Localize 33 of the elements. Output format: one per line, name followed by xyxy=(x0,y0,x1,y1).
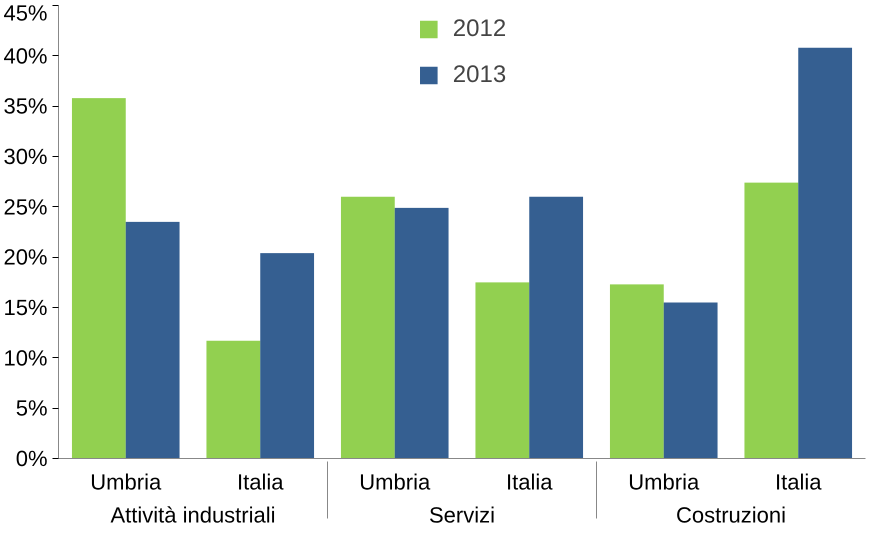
bar xyxy=(340,196,395,458)
y-tick-label: 5% xyxy=(16,396,48,421)
y-tick-label: 30% xyxy=(3,144,48,169)
y-tick-label: 25% xyxy=(3,194,48,220)
x-tick-label: Italia xyxy=(237,470,284,494)
y-tick-label: 20% xyxy=(3,244,48,270)
y-tick-label: 0% xyxy=(16,446,48,471)
text: Costruzioni xyxy=(676,502,786,528)
y-tick-label: 15% xyxy=(3,295,48,320)
bar xyxy=(475,282,530,458)
bar xyxy=(744,182,798,458)
x-tick-label: Umbria xyxy=(359,470,431,494)
x-tick-label: Umbria xyxy=(90,470,162,494)
y-tick-label: 40% xyxy=(3,43,48,68)
text: Attività industriali xyxy=(110,502,276,528)
x-tick-label: Italia xyxy=(775,470,822,494)
bar xyxy=(206,340,260,458)
y-tick-label: 35% xyxy=(3,94,48,119)
bar xyxy=(610,284,664,458)
x-tick-label: Italia xyxy=(506,470,554,494)
legend-label: 2012 xyxy=(452,15,506,43)
bar xyxy=(529,196,584,458)
legend-label: 2013 xyxy=(452,61,506,89)
bar xyxy=(72,98,126,458)
x-tick-label: Umbria xyxy=(628,470,700,494)
bar xyxy=(260,253,314,458)
bar xyxy=(664,302,718,458)
bar xyxy=(798,48,852,458)
bar xyxy=(394,208,449,458)
y-tick-label: 10% xyxy=(3,345,48,370)
y-tick-label: 45% xyxy=(3,0,48,26)
bar xyxy=(126,222,180,458)
text: Servizi xyxy=(428,502,496,528)
